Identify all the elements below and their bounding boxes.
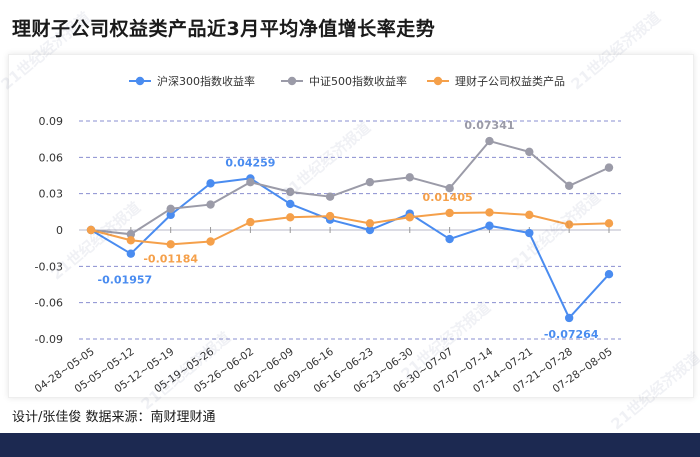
data-point — [604, 270, 614, 279]
data-point — [325, 192, 335, 201]
credit-line: 设计/张佳俊 数据来源：南财理财通 — [12, 410, 216, 425]
data-point — [246, 177, 255, 187]
data-point — [365, 219, 375, 228]
y-tick-label: -0.06 — [35, 297, 63, 310]
data-label: 0.04259 — [225, 156, 275, 169]
data-point — [564, 313, 574, 323]
data-point — [604, 163, 614, 172]
data-point — [445, 208, 454, 218]
series-line-0 — [90, 177, 610, 319]
chart-title: 理财子公司权益类产品近3月平均净值增长率走势 — [12, 18, 436, 40]
data-label: -0.07264 — [544, 328, 599, 341]
data-label: -0.01184 — [143, 252, 198, 265]
y-tick-label: -0.03 — [35, 260, 63, 273]
data-point — [525, 228, 534, 238]
series-line-1 — [90, 140, 610, 236]
data-point — [286, 187, 295, 197]
chart-panel: 0.09 0.06 0.03 0 -0.03 -0.06 -0.09 04-28~05-05 0… — [8, 54, 694, 398]
data-point — [604, 219, 614, 228]
data-label: 0.07341 — [464, 119, 514, 132]
data-point — [445, 234, 454, 244]
data-point — [286, 199, 295, 209]
data-point — [206, 179, 215, 188]
data-point — [405, 173, 414, 182]
data-point — [485, 221, 494, 230]
legend-swatch-dot — [287, 76, 297, 86]
y-tick-label: 0.03 — [39, 188, 64, 201]
data-point — [166, 204, 175, 214]
series-line-2 — [90, 211, 610, 246]
data-point — [126, 236, 136, 245]
data-point — [405, 213, 414, 222]
data-point — [365, 225, 375, 235]
y-tick-label: 0 — [56, 224, 63, 237]
legend-label: 理财子公司权益类产品 — [455, 74, 565, 88]
data-point — [564, 220, 574, 229]
data-point — [525, 210, 534, 220]
legend-swatch-dot — [135, 76, 145, 86]
y-tick-label: -0.09 — [35, 333, 63, 346]
data-point — [485, 136, 494, 146]
data-label: -0.01957 — [98, 274, 153, 287]
footer-band — [0, 433, 700, 457]
y-tick-label: 0.06 — [39, 151, 64, 164]
legend-label: 沪深300指数收益率 — [157, 74, 255, 88]
data-point — [246, 217, 255, 227]
data-point — [365, 177, 375, 187]
data-point — [126, 249, 136, 258]
data-point — [445, 184, 454, 193]
data-point — [564, 181, 574, 190]
data-point — [325, 211, 335, 221]
data-point — [206, 237, 215, 246]
data-label: 0.01405 — [423, 191, 473, 204]
data-point — [166, 210, 175, 220]
data-point — [86, 225, 96, 235]
data-point — [166, 240, 175, 249]
data-point — [126, 230, 136, 239]
legend-label: 中证500指数收益率 — [309, 74, 407, 88]
line-chart: 0.090.060.030-0.03-0.06-0.0904-28~05-050… — [33, 74, 621, 396]
data-point — [206, 200, 215, 209]
legend-swatch-dot — [433, 76, 443, 86]
data-point — [286, 213, 295, 222]
data-point — [485, 208, 494, 217]
data-point — [525, 147, 534, 157]
y-tick-label: 0.09 — [39, 115, 64, 128]
